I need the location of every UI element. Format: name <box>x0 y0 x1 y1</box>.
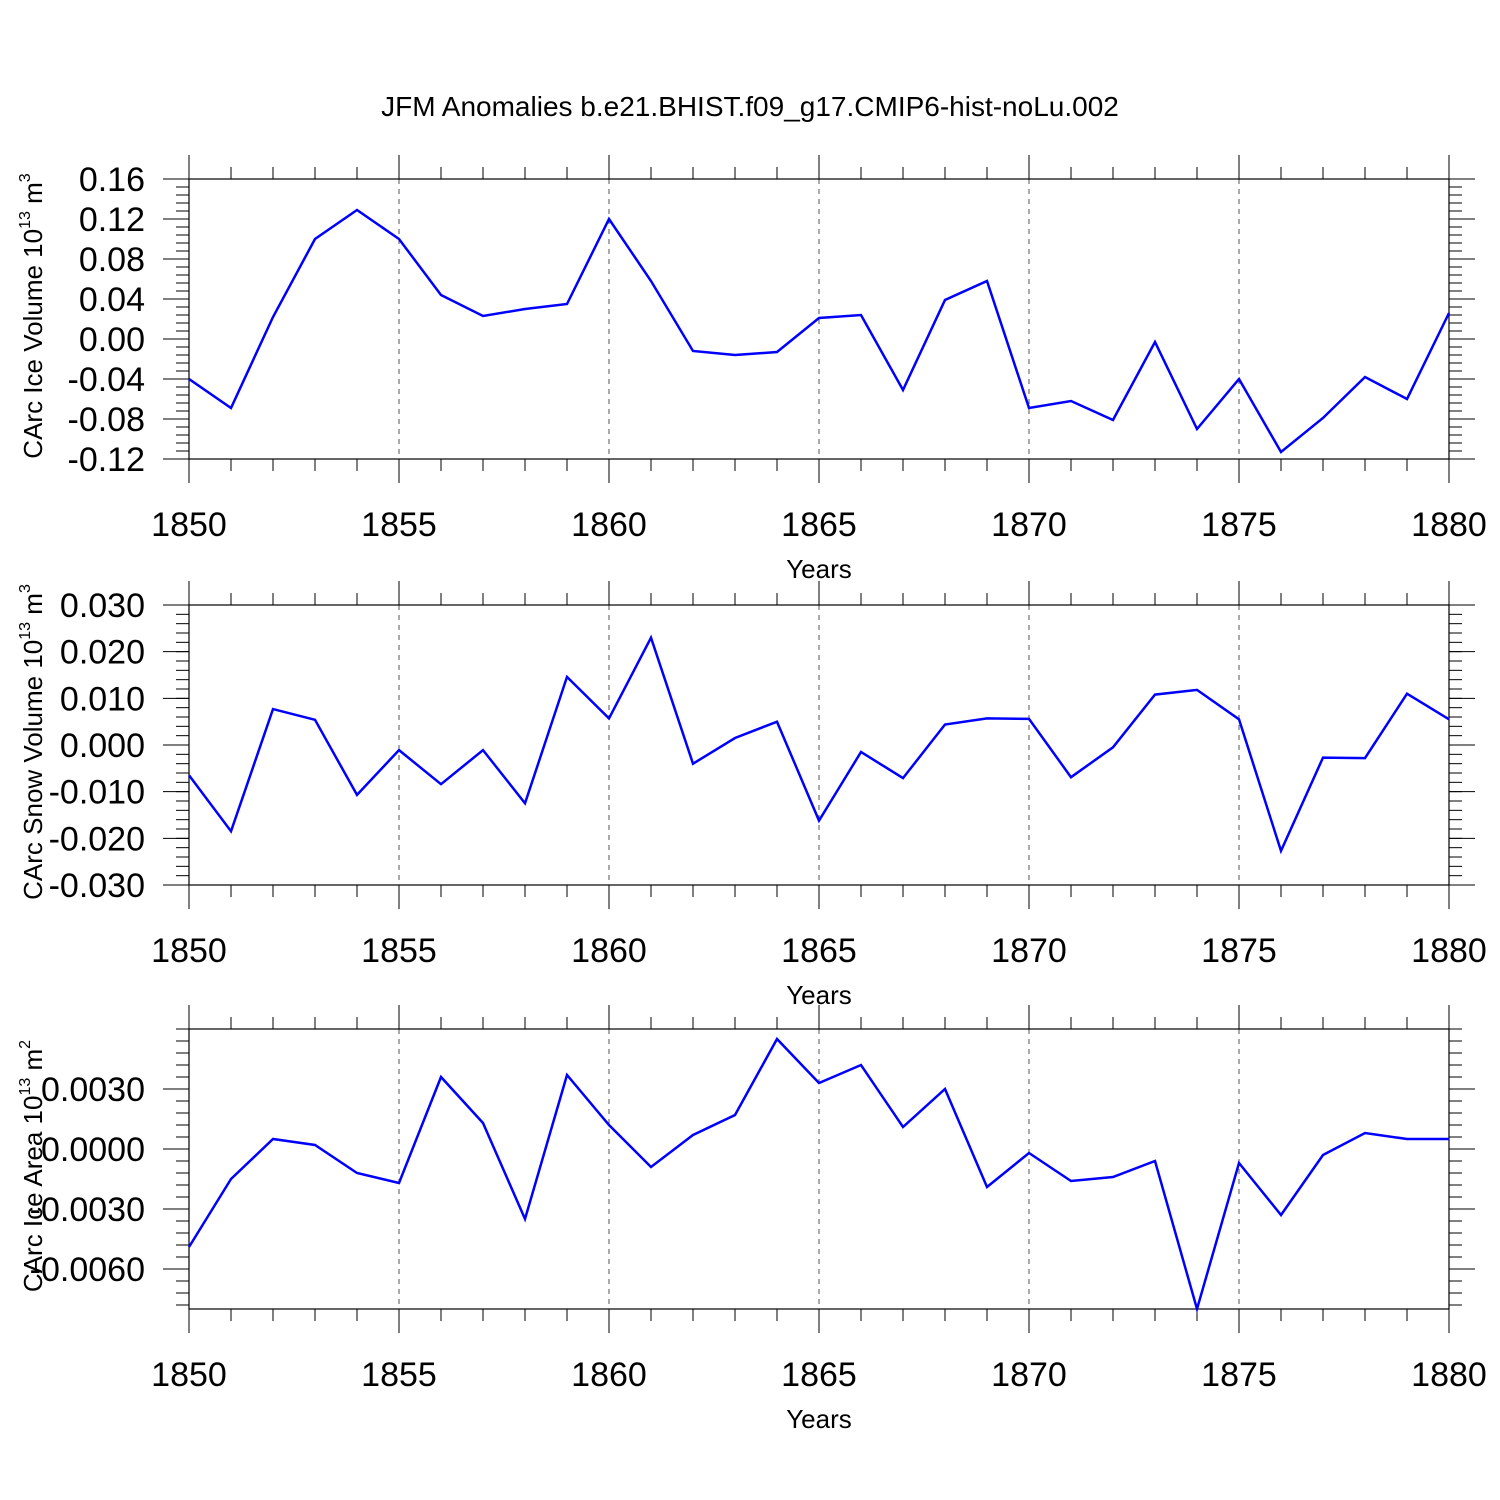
y-tick-label: -0.0060 <box>30 1251 145 1289</box>
x-tick-label: 1875 <box>1201 932 1277 970</box>
x-tick-label: 1870 <box>991 1356 1067 1394</box>
y-tick-label: -0.08 <box>68 401 146 439</box>
y-tick-label: 0.000 <box>60 727 145 765</box>
x-tick-label: 1875 <box>1201 506 1277 544</box>
x-axis-label: Years <box>786 554 852 584</box>
x-tick-label: 1865 <box>781 506 857 544</box>
y-tick-label: -0.0030 <box>30 1191 145 1229</box>
y-axis-label: CArc Ice Area 1013 m2 <box>17 1040 48 1292</box>
y-axis-label-unit: m <box>18 1049 48 1078</box>
y-axis-label-unit-exponent: 3 <box>17 584 34 593</box>
x-tick-label: 1875 <box>1201 1356 1277 1394</box>
y-tick-label: 0.020 <box>60 634 145 672</box>
y-tick-label: -0.010 <box>49 774 145 812</box>
y-tick-label: 0.04 <box>79 281 145 319</box>
y-axis-label-text: CArc Snow Volume 10 <box>18 640 48 900</box>
x-tick-label: 1860 <box>571 506 647 544</box>
y-tick-label: -0.04 <box>68 361 146 399</box>
series-line <box>188 208 1451 454</box>
figure-title: JFM Anomalies b.e21.BHIST.f09_g17.CMIP6-… <box>381 91 1119 122</box>
y-axis-label: CArc Ice Volume 1013 m3 <box>17 173 48 458</box>
x-tick-label: 1860 <box>571 932 647 970</box>
x-tick-label: 1865 <box>781 1356 857 1394</box>
x-tick-label: 1850 <box>151 1356 227 1394</box>
y-tick-label: 0.0030 <box>41 1071 145 1109</box>
panel-2: 0.0300.0200.0100.000-0.010-0.020-0.03018… <box>17 581 1487 1010</box>
y-tick-label: 0.00 <box>79 321 145 359</box>
x-tick-label: 1880 <box>1411 1356 1487 1394</box>
x-tick-label: 1855 <box>361 506 437 544</box>
y-tick-label: -0.030 <box>49 867 145 905</box>
x-tick-label: 1880 <box>1411 506 1487 544</box>
y-axis-label-text: CArc Ice Area 10 <box>18 1096 48 1293</box>
x-tick-label: 1880 <box>1411 932 1487 970</box>
x-tick-label: 1870 <box>991 932 1067 970</box>
y-tick-label: 0.0000 <box>41 1131 145 1169</box>
x-tick-label: 1870 <box>991 506 1067 544</box>
y-axis-label: CArc Snow Volume 1013 m3 <box>17 584 48 900</box>
y-tick-label: -0.12 <box>68 441 146 479</box>
x-tick-label: 1855 <box>361 932 437 970</box>
x-tick-label: 1850 <box>151 932 227 970</box>
y-axis-label-unit: m <box>18 593 48 622</box>
y-axis-label-unit-exponent: 2 <box>17 1040 34 1049</box>
y-tick-label: 0.16 <box>79 161 145 199</box>
y-axis-label-unit: m <box>18 182 48 211</box>
x-axis-label: Years <box>786 1404 852 1434</box>
x-tick-label: 1865 <box>781 932 857 970</box>
x-tick-label: 1855 <box>361 1356 437 1394</box>
y-tick-label: 0.08 <box>79 241 145 279</box>
y-axis-label-text: CArc Ice Volume 10 <box>18 229 48 459</box>
y-tick-label: -0.020 <box>49 820 145 858</box>
y-axis-label-exponent: 13 <box>17 622 34 640</box>
y-tick-label: 0.030 <box>60 587 145 625</box>
y-tick-label: 0.12 <box>79 201 145 239</box>
y-axis-label-exponent: 13 <box>17 1078 34 1096</box>
series-line <box>187 1036 1449 1314</box>
y-axis-label-exponent: 13 <box>17 211 34 229</box>
series-line <box>188 634 1450 855</box>
y-axis-label-unit-exponent: 3 <box>17 173 34 182</box>
panel-3: 0.0030 0.0000 -0.0030 -0.0060 1850 1855 1860 18… <box>17 1005 1487 1434</box>
x-tick-label: 1860 <box>571 1356 647 1394</box>
x-tick-label: 1850 <box>151 506 227 544</box>
y-tick-label: 0.010 <box>60 680 145 718</box>
